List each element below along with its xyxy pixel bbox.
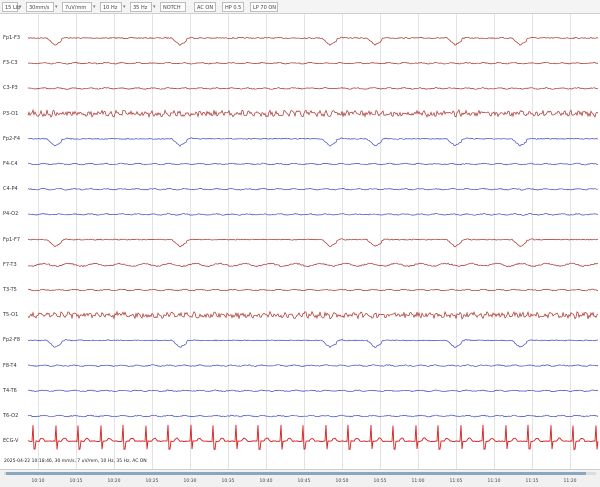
time-tick-label: 10:10 [31,479,45,484]
timeline-scroll-thumb[interactable] [6,472,586,475]
sensitivity-select[interactable]: 30mm/s [26,2,54,12]
chevron-down-icon[interactable]: ▾ [123,4,126,10]
channel-trace [27,364,599,367]
channel-label[interactable]: Fp2-F4 [3,135,21,142]
channel-trace [27,238,599,248]
chevron-down-icon[interactable]: ▾ [153,4,156,10]
hp-toggle[interactable]: HP 0.5 [222,2,244,12]
time-gridline [494,14,495,469]
time-gridline [190,14,191,469]
channel-label[interactable]: Fp2-F8 [3,337,21,344]
time-tick-label: 11:10 [487,479,501,484]
channel-label[interactable]: C4-P4 [3,186,18,193]
channel-label[interactable]: Fp1-F3 [3,35,21,41]
channel-label[interactable]: T5-O1 [3,312,19,319]
time-tick-label: 10:25 [145,479,159,484]
time-gridline [456,14,457,469]
time-gridline [570,14,571,469]
channel-label[interactable]: P4-O2 [3,211,19,218]
channel-trace [27,288,599,292]
time-gridline [152,14,153,469]
lp-toggle[interactable]: LP 70 ON [250,2,278,12]
channel-trace [27,310,599,320]
waveform-svg [27,36,599,451]
time-tick-label: 10:20 [107,479,121,484]
time-gridline [380,14,381,469]
time-tick-label: 10:30 [183,479,197,484]
channel-trace [27,162,599,166]
channel-trace [27,187,599,191]
time-tick-label: 10:45 [297,479,311,484]
channel-label[interactable]: P3-O1 [3,110,19,117]
channel-trace [27,414,599,418]
chevron-down-icon[interactable]: ▾ [93,4,96,10]
time-tick-label: 10:15 [69,479,83,484]
time-gridline [304,14,305,469]
time-tick-label: 11:20 [563,479,577,484]
time-gridline [532,14,533,469]
time-tick-label: 10:50 [335,479,349,484]
channel-label[interactable]: F4-C4 [3,161,18,167]
time-tick-label: 10:40 [259,479,273,484]
channel-trace [27,389,599,393]
time-gridline [114,14,115,469]
speed-select[interactable]: 15 Lib [2,2,20,12]
time-tick-label: 10:55 [373,479,387,484]
channel-label[interactable]: F8-T4 [3,362,17,369]
channel-trace [28,137,598,147]
time-gridline [38,14,39,469]
recording-annotation: 2025-04-22 10:18:46, 30 mm/s, 7 uV/mm, 1… [4,459,147,464]
eeg-waveform-panel: Fp1-F3 F3-C3 C3-P3 P3-O1 Fp2-F4 F4-C4 C4-P4 P4-… [0,14,600,469]
time-tick-label: 11:00 [411,479,425,484]
notch-select[interactable]: NOTCH [160,2,186,12]
channel-label[interactable]: T3-T5 [3,287,17,293]
channel-label[interactable]: Fp1-F7 [3,236,21,243]
time-tick-label: 11:05 [449,479,463,484]
gain-select[interactable]: 7uV/mm [62,2,92,12]
time-gridline [418,14,419,469]
timeline-bar[interactable]: 10:10 10:15 10:20 10:25 10:30 10:35 10:40 10:45… [0,469,600,487]
channel-label[interactable]: F3-C3 [3,60,18,67]
channel-trace [27,262,599,268]
time-gridline [266,14,267,469]
time-gridline [76,14,77,469]
channel-label[interactable]: F7-T3 [3,261,17,268]
channel-trace [27,108,599,119]
lff-select[interactable]: 10 Hz [100,2,122,12]
time-tick-label: 10:35 [221,479,235,484]
time-tick-label: 11:15 [525,479,539,484]
ac-toggle[interactable]: AC ON [194,2,216,12]
channel-label[interactable]: T4-T6 [3,387,17,394]
channel-trace [27,338,599,349]
hff-select[interactable]: 35 Hz [130,2,152,12]
toolbar: 15 Lib ▾ 30mm/s ▾ 7uV/mm ▾ 10 Hz ▾ 35 Hz ▾ NOTCH AC… [0,0,600,14]
channel-trace [27,213,599,216]
channel-label[interactable]: C3-P3 [3,85,18,92]
chevron-down-icon[interactable]: ▾ [19,4,22,10]
channel-label[interactable]: ECG-V [3,438,19,445]
time-gridline [228,14,229,469]
channel-trace [27,36,599,46]
chevron-down-icon[interactable]: ▾ [55,4,58,10]
channel-trace [27,424,599,451]
channel-label[interactable]: T6-O2 [3,413,19,419]
channel-trace [28,61,599,65]
channel-trace [27,87,599,90]
time-gridline [342,14,343,469]
